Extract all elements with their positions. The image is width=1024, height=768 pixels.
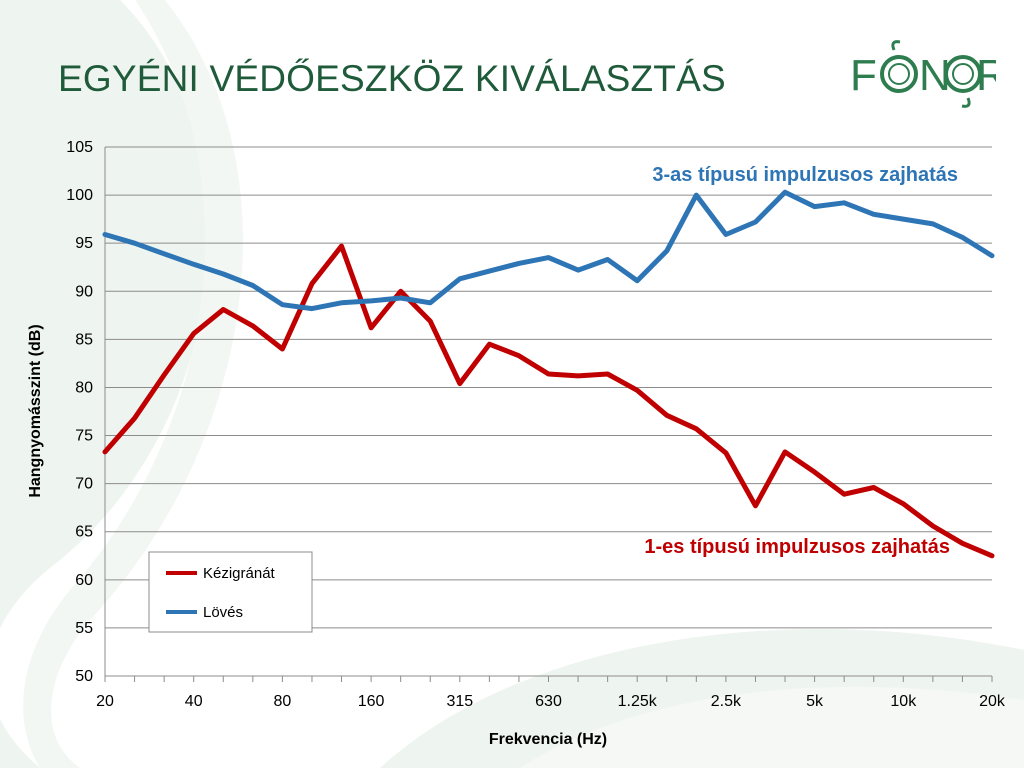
x-tick-label: 1.25k (618, 693, 658, 710)
x-tick-label: 40 (185, 693, 203, 710)
x-tick-label: 5k (806, 693, 824, 710)
legend-label-kezigranat: Kézigránát (203, 565, 276, 582)
y-tick-label: 80 (75, 379, 93, 396)
annotation-type1: 1-es típusú impulzusos zajhatás (644, 536, 950, 558)
series-line-loves (102, 189, 995, 312)
x-tick-label: 20 (96, 693, 114, 710)
y-tick-label: 70 (75, 476, 93, 493)
x-tick-labels: 20 40 80 160 315 630 1.25k 2.5k 5k 10k 20k (96, 693, 1006, 710)
y-tick-labels: 50 55 60 65 70 75 80 85 90 95 100 105 (66, 139, 93, 685)
y-tick-label: 85 (75, 331, 93, 348)
y-tick-label: 95 (75, 235, 93, 252)
x-tick-label: 80 (274, 693, 292, 710)
x-tick-label: 2.5k (711, 693, 742, 710)
x-axis-title: Frekvencia (Hz) (489, 731, 607, 748)
x-tick-label: 20k (979, 693, 1006, 710)
x-tick-label: 160 (358, 693, 385, 710)
x-tick-label: 630 (535, 693, 562, 710)
y-tick-label: 105 (66, 139, 93, 156)
x-tick-label: 10k (890, 693, 917, 710)
legend-label-loves: Lövés (203, 604, 243, 621)
logo-letter-r: R (976, 51, 996, 100)
y-axis-title: Hangnyomásszint (dB) (27, 324, 44, 497)
logo-o-icon (880, 40, 918, 93)
slide-title: EGYÉNI VÉDŐESZKÖZ KIVÁLASZTÁS (58, 58, 726, 99)
y-tick-label: 90 (75, 283, 93, 300)
legend: Kézigránát Lövés (148, 551, 313, 633)
y-tick-label: 75 (75, 428, 93, 445)
series-line-kezigranat (102, 243, 995, 559)
y-tick-label: 50 (75, 668, 93, 685)
legend-box (148, 551, 313, 633)
annotation-type3: 3-as típusú impulzusos zajhatás (652, 164, 958, 186)
y-tick-label: 65 (75, 524, 93, 541)
logo-o2-icon (944, 55, 982, 108)
series-lines (102, 189, 995, 559)
y-tick-label: 60 (75, 572, 93, 589)
y-tick-label: 100 (66, 187, 93, 204)
x-tick-label: 315 (446, 693, 473, 710)
logo-letter-f: F (850, 51, 877, 100)
y-tick-label: 55 (75, 620, 93, 637)
fonor-logo: F N R (850, 40, 996, 108)
